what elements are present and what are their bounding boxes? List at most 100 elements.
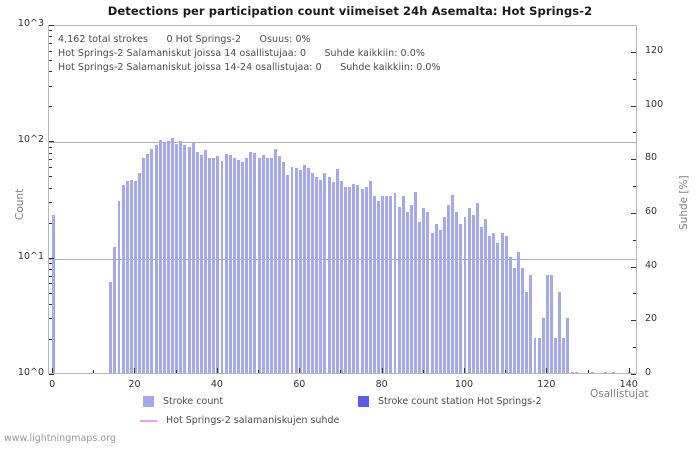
bar — [418, 221, 422, 373]
y-tick-minor — [49, 283, 52, 285]
y-tick-minor — [49, 167, 52, 169]
bar — [603, 372, 607, 373]
x-tick-minor — [175, 370, 177, 373]
bar — [463, 216, 467, 373]
bar — [451, 194, 455, 373]
bar — [241, 162, 245, 373]
x-tick-minor — [422, 370, 424, 373]
bar — [269, 158, 273, 373]
gridline-1e2 — [49, 142, 636, 144]
bar — [331, 181, 335, 373]
bar — [368, 180, 372, 373]
y2-tick-major — [631, 374, 636, 375]
bar — [529, 274, 533, 373]
bar — [455, 212, 459, 373]
y2-tick-label: 40 — [645, 259, 658, 271]
bar — [228, 154, 232, 373]
y2-tick-major — [631, 51, 636, 53]
y2-tick-minor — [633, 186, 636, 188]
bar — [426, 212, 430, 373]
x-tick-major — [381, 368, 383, 373]
bar — [208, 157, 212, 373]
bar — [138, 173, 142, 373]
bar — [191, 142, 195, 373]
x-tick-label: 80 — [375, 379, 388, 390]
bar — [434, 224, 438, 373]
bar — [360, 189, 364, 373]
bar — [249, 151, 253, 373]
bar — [496, 243, 500, 373]
bar — [344, 186, 348, 373]
y-tick-minor — [49, 85, 52, 87]
y-tick-minor — [49, 202, 52, 204]
y-axis-title: Count — [14, 188, 26, 220]
bar — [500, 232, 504, 373]
y-tick-minor — [49, 187, 52, 189]
y-tick-minor — [49, 303, 52, 305]
bar — [286, 175, 290, 373]
y-tick-minor — [49, 159, 52, 161]
x-tick-minor — [587, 370, 589, 373]
bar — [224, 154, 228, 373]
y2-tick-major — [631, 320, 636, 322]
legend-item-stroke-count[interactable]: Stroke count — [143, 396, 223, 407]
bar — [467, 208, 471, 373]
bar — [179, 141, 183, 373]
y-tick-minor — [49, 50, 52, 52]
legend-item-stroke-count-station[interactable]: Stroke count station Hot Springs-2 — [358, 396, 542, 407]
bar — [204, 150, 207, 373]
bar — [339, 180, 343, 373]
bar — [364, 186, 368, 373]
x-tick-label: 120 — [537, 379, 556, 390]
bar — [294, 167, 298, 373]
x-tick-major — [52, 368, 54, 373]
bar — [570, 372, 574, 373]
y-tick-minor — [49, 222, 52, 224]
bar — [109, 282, 113, 373]
bar — [405, 212, 409, 373]
y2-tick-major — [631, 105, 636, 107]
bar — [438, 229, 442, 373]
x-tick-major — [299, 368, 301, 373]
y2-tick-label: 60 — [645, 205, 658, 217]
bar — [232, 158, 236, 373]
bar — [422, 208, 426, 373]
bar — [401, 196, 405, 373]
x-tick-major — [134, 368, 136, 373]
annotation-line-2: Hot Springs-2 Salamaniskut joissa 14 osa… — [58, 48, 425, 59]
y-tick-minor — [49, 268, 52, 270]
bar — [459, 224, 463, 373]
y2-tick-minor — [633, 78, 636, 80]
bar — [183, 145, 187, 373]
y2-tick-minor — [633, 239, 636, 241]
x-tick-major — [628, 368, 630, 373]
watermark: www.lightningmaps.org — [4, 433, 116, 444]
bar — [261, 154, 265, 373]
bar — [150, 149, 154, 373]
y-tick-label: 10^3 — [17, 18, 44, 29]
bar — [282, 162, 286, 373]
bar — [447, 204, 450, 373]
plot-area: 4,162 total strokes 0 Hot Springs-2 Osuu… — [48, 25, 637, 374]
bar — [154, 145, 158, 373]
y-tick-minor — [49, 338, 52, 340]
bar — [187, 146, 191, 373]
bar — [311, 173, 315, 373]
x-tick-label: 140 — [619, 379, 638, 390]
bar — [278, 156, 282, 373]
bar — [525, 291, 529, 373]
y-tick-minor — [49, 146, 52, 148]
legend-label-stroke-count: Stroke count — [163, 396, 224, 407]
bar — [315, 177, 319, 373]
bar — [471, 214, 475, 373]
y2-tick-minor — [633, 347, 636, 349]
x-tick-major — [464, 368, 465, 373]
bar — [253, 152, 257, 373]
y-tick-minor — [49, 176, 52, 178]
bar — [298, 169, 302, 373]
x-tick-label: 100 — [454, 379, 474, 390]
chart-title: Detections per participation count viime… — [107, 4, 593, 18]
bar — [521, 267, 525, 373]
legend-item-ratio[interactable]: Hot Springs-2 salamaniskujen suhde — [140, 415, 339, 426]
bar — [352, 184, 356, 373]
